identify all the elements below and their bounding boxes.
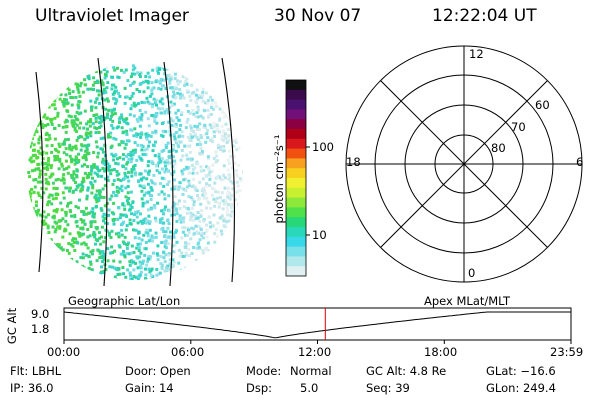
polar-ring-label-70: 70 — [511, 120, 526, 134]
app-title: Ultraviolet Imager — [35, 6, 189, 26]
timeline-right-caption: Apex MLat/MLT — [424, 294, 511, 308]
color-bar-swatch — [286, 197, 306, 208]
color-bar-swatch — [286, 99, 306, 110]
color-bar-tick-label-10: 10 — [312, 228, 327, 242]
timeline-y-top-label: 9.0 — [31, 307, 50, 321]
color-bar-frame — [285, 79, 307, 277]
mode-label: Mode: — [246, 364, 282, 378]
mode-value: Normal — [290, 364, 332, 378]
color-bar-swatch — [286, 129, 306, 140]
color-bar-tick-label-100: 100 — [312, 140, 334, 154]
polar-ring-label-80: 80 — [491, 141, 506, 155]
timeline-y-bottom-label: 1.8 — [31, 322, 50, 336]
meridian-line — [221, 57, 236, 283]
polar-label-bottom: 0 — [468, 266, 476, 280]
polar-diagonal — [380, 80, 548, 248]
color-bar-swatch — [286, 236, 306, 248]
color-bar-swatch — [286, 178, 306, 189]
door-status: Door: Open — [125, 364, 191, 378]
dsp-value: 5.0 — [300, 381, 319, 395]
ip-status: IP: 36.0 — [10, 381, 54, 395]
color-bar-swatch — [286, 217, 306, 228]
color-bar-swatch — [286, 168, 306, 179]
color-bar-swatch — [286, 138, 306, 150]
timeline-tick-label: 06:00 — [171, 345, 205, 359]
gc-alt-status: GC Alt: 4.8 Re — [366, 364, 447, 378]
color-bar-swatch — [286, 80, 306, 91]
time-label: 12:22:04 UT — [432, 6, 537, 26]
gain-status: Gain: 14 — [125, 381, 174, 395]
color-bar-swatch — [286, 148, 306, 159]
dsp-label: Dsp: — [246, 381, 273, 395]
geographic-meridians — [35, 57, 236, 287]
polar-label-left: 18 — [346, 155, 361, 169]
color-bar-swatch — [286, 256, 306, 267]
color-bar-swatch — [286, 119, 306, 130]
meridian-line — [163, 61, 174, 287]
geographic-longitude: GLon: 249.4 — [486, 381, 556, 395]
sequence-status: Seq: 39 — [366, 381, 410, 395]
polar-label-right: 6 — [576, 155, 584, 169]
filter-status: Flt: LBHL — [10, 364, 62, 378]
date-label: 30 Nov 07 — [274, 6, 362, 26]
color-bar-swatch — [286, 109, 306, 120]
timeline-left-caption: Geographic Lat/Lon — [68, 294, 181, 308]
polar-ring-label-60: 60 — [535, 98, 550, 112]
color-bar-swatch — [286, 89, 306, 101]
timeline-tick-label: 23:59 — [550, 345, 584, 359]
meridian-line — [97, 57, 108, 287]
geographic-latitude: GLat: −16.6 — [486, 364, 556, 378]
timeline-tick-label: 12:00 — [298, 345, 332, 359]
polar-label-top: 12 — [469, 47, 484, 61]
color-bar-swatch — [286, 266, 306, 277]
color-bar-swatch — [286, 246, 306, 257]
color-bar-swatch — [286, 158, 306, 169]
timeline-frame — [63, 307, 572, 341]
timeline-tick-label: 18:00 — [424, 345, 458, 359]
color-bar-swatch — [286, 187, 306, 199]
timeline-tick-label: 00:00 — [47, 345, 81, 359]
color-bar-swatch — [286, 227, 306, 238]
meridian-line — [35, 71, 44, 273]
altitude-curve — [63, 311, 571, 339]
color-bar-swatch — [286, 207, 306, 218]
